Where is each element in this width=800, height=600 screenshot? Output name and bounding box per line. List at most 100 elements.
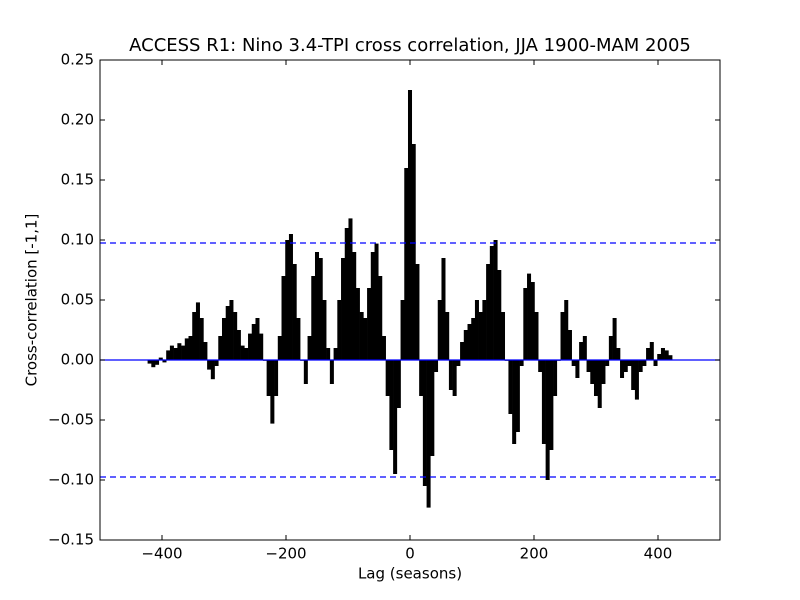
x-tick-label: 200 — [520, 545, 549, 563]
xcorr-bar — [277, 336, 282, 360]
xcorr-bar — [642, 360, 647, 366]
xcorr-bar — [634, 360, 639, 400]
xcorr-bar — [184, 338, 189, 360]
xcorr-bar — [623, 360, 628, 372]
xcorr-bar — [508, 360, 513, 414]
xcorr-bar — [497, 270, 502, 360]
y-tick-label: 0.05 — [61, 291, 94, 309]
xcorr-bar — [586, 360, 591, 372]
xcorr-bar — [441, 258, 446, 360]
xcorr-bar — [337, 300, 342, 360]
xcorr-bar — [519, 360, 524, 366]
xcorr-bar — [620, 360, 625, 378]
xcorr-bar — [314, 252, 320, 360]
xcorr-bar — [415, 264, 420, 360]
xcorr-bar — [378, 276, 383, 360]
xcorr-bar — [597, 360, 602, 408]
y-tick-label: −0.05 — [48, 411, 94, 429]
xcorr-bar — [169, 345, 174, 360]
x-tick-label: −400 — [141, 545, 182, 563]
xcorr-bar — [158, 357, 163, 360]
xcorr-bar — [326, 348, 331, 360]
xcorr-bar — [218, 336, 223, 360]
xcorr-bar — [393, 360, 398, 474]
xcorr-bar — [292, 264, 297, 360]
xcorr-bar — [173, 348, 178, 360]
xcorr-bar — [333, 348, 338, 360]
xcorr-bar — [460, 342, 465, 360]
xcorr-bar — [582, 336, 587, 360]
xcorr-bar — [530, 282, 535, 360]
xcorr-bar — [523, 288, 528, 360]
xcorr-bar — [240, 345, 245, 360]
x-tick-label: 0 — [405, 545, 415, 563]
xcorr-bar — [434, 360, 439, 372]
xcorr-bar — [448, 360, 453, 390]
xcorr-bar — [553, 360, 558, 396]
xcorr-bar — [482, 300, 487, 360]
y-tick-label: 0.20 — [61, 111, 94, 129]
xcorr-bar — [259, 333, 264, 360]
xcorr-bar — [348, 218, 353, 360]
xcorr-bar — [541, 360, 546, 444]
xcorr-bar — [355, 288, 360, 360]
y-tick-label: 0.15 — [61, 171, 94, 189]
xcorr-bar — [244, 348, 249, 360]
xcorr-bar — [590, 360, 595, 384]
xcorr-bar — [571, 360, 576, 366]
xcorr-bar — [616, 348, 621, 360]
xcorr-bar — [147, 360, 152, 364]
xcorr-bar — [251, 324, 256, 360]
xcorr-bar — [445, 312, 450, 360]
y-axis-label: Cross-correlation [-1,1] — [23, 214, 41, 387]
xcorr-bar — [631, 360, 636, 390]
xcorr-bar — [162, 360, 167, 363]
xcorr-bar — [649, 342, 654, 360]
xcorr-bar — [266, 360, 271, 396]
xcorr-bar — [653, 360, 658, 366]
xcorr-bar — [359, 312, 364, 360]
xcorr-bar — [512, 360, 517, 444]
xcorr-bar — [311, 276, 316, 360]
xcorr-bar — [404, 168, 409, 360]
xcorr-bar — [407, 90, 413, 360]
xcorr-bar — [195, 302, 200, 360]
xcorr-bar — [329, 360, 334, 384]
xcorr-bar — [151, 360, 156, 368]
xcorr-bar — [181, 345, 186, 360]
xcorr-bar — [515, 360, 520, 432]
xcorr-bar — [166, 350, 171, 360]
chart-title: ACCESS R1: Nino 3.4-TPI cross correlatio… — [129, 35, 691, 56]
xcorr-bar — [419, 360, 424, 396]
xcorr-bar — [288, 234, 293, 360]
xcorr-bar — [233, 312, 238, 360]
xcorr-bar — [199, 318, 204, 360]
xcorr-bar — [463, 330, 468, 360]
xcorr-bar — [430, 360, 435, 456]
x-tick-label: 400 — [644, 545, 673, 563]
xcorr-bar — [534, 312, 539, 360]
xcorr-bar — [363, 318, 368, 360]
xcorr-bar — [612, 318, 617, 360]
y-tick-label: 0.00 — [61, 351, 94, 369]
xcorr-bar — [344, 228, 349, 360]
xcorr-bar — [155, 360, 160, 365]
xcorr-bar — [381, 336, 386, 360]
xcorr-bar — [281, 276, 286, 360]
xcorr-bar — [426, 360, 431, 508]
xcorr-bar — [579, 342, 584, 360]
xcorr-bar — [437, 300, 442, 360]
xcorr-bar — [303, 360, 308, 384]
xcorr-bar — [207, 360, 212, 370]
x-tick-label: −200 — [265, 545, 306, 563]
xcorr-bar — [452, 360, 457, 396]
xcorr-bar — [229, 300, 234, 360]
xcorr-bar — [545, 360, 550, 480]
xcorr-bar — [385, 360, 390, 396]
xcorr-bar — [608, 336, 613, 360]
xcorr-bar — [593, 360, 599, 396]
xcorr-bar — [296, 318, 301, 360]
xcorr-bar — [456, 360, 461, 366]
xcorr-bar — [575, 360, 580, 378]
